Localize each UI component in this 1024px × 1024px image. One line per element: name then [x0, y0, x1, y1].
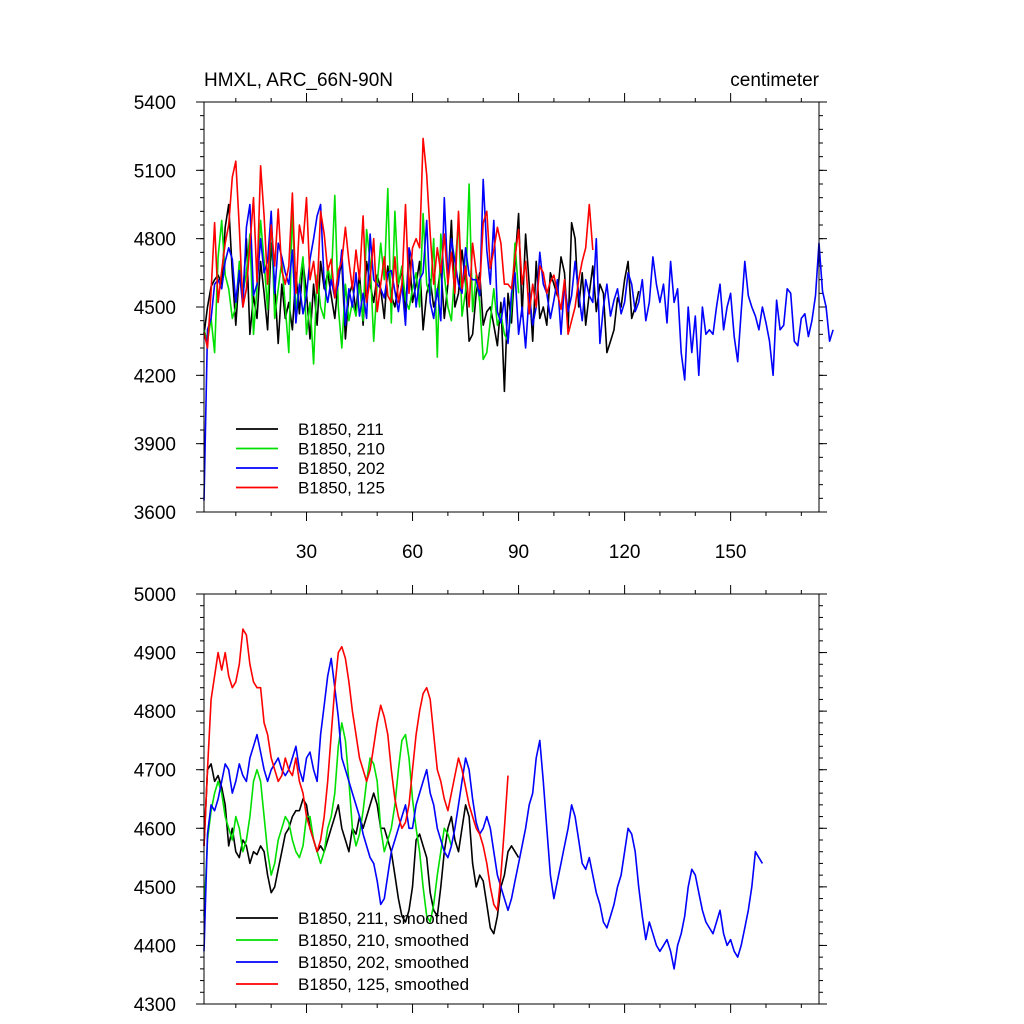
x-tick-label: 120: [609, 542, 641, 563]
y-tick-label: 4700: [134, 761, 176, 782]
legend-label: B1850, 125, smoothed: [298, 975, 469, 994]
top-series-group: [203, 137, 834, 501]
legend-label: B1850, 210: [298, 440, 385, 459]
y-tick-label: 4800: [134, 230, 176, 251]
y-tick-label: 3900: [134, 435, 176, 456]
chart-title: HMXL, ARC_66N-90N: [204, 70, 393, 91]
x-tick-label: 90: [508, 542, 529, 563]
top-plot-frame: [203, 101, 820, 513]
bottom-axis-ticks: 4300 4400 4500 4600 4700 4800 4900 5000: [134, 585, 827, 1016]
series-line-b1850-210-smoothed: [203, 722, 453, 923]
legend-label: B1850, 202, smoothed: [298, 953, 469, 972]
y-tick-label: 5400: [134, 93, 176, 114]
series-line-b1850-125: [203, 137, 594, 349]
legend-label: B1850, 211, smoothed: [298, 909, 468, 928]
y-tick-label: 4200: [134, 366, 176, 387]
y-tick-label: 4500: [134, 878, 176, 899]
y-tick-label: 4500: [134, 298, 176, 319]
series-line-b1850-202-smoothed: [203, 657, 764, 970]
x-tick-label: 150: [715, 542, 747, 563]
legend-label: B1850, 202: [298, 459, 385, 478]
legend-label: B1850, 210, smoothed: [298, 931, 469, 950]
legend-label: B1850, 125: [298, 479, 385, 498]
y-tick-label: 4300: [134, 995, 176, 1016]
top-panel: HMXL, ARC_66N-90N centimeter 3600 3900 420…: [134, 70, 834, 563]
y-tick-label: 5100: [134, 161, 176, 182]
legend-label: B1850, 211: [298, 420, 384, 439]
bottom-panel: 4300 4400 4500 4600 4700 4800 4900 5000 B1850, …: [134, 585, 827, 1016]
y-tick-label: 5000: [134, 585, 176, 606]
y-tick-label: 4400: [134, 936, 176, 957]
bottom-plot-frame: [203, 593, 820, 1005]
x-tick-label: 30: [296, 542, 317, 563]
series-line-b1850-202: [203, 178, 834, 501]
x-tick-label: 60: [402, 542, 423, 563]
y-tick-label: 4900: [134, 644, 176, 665]
bottom-legend: B1850, 211, smoothed B1850, 210, smoothed…: [236, 909, 469, 994]
y-tick-label: 4600: [134, 819, 176, 840]
units-label: centimeter: [730, 70, 819, 91]
y-tick-label: 4800: [134, 702, 176, 723]
bottom-series-group: [203, 628, 764, 970]
top-axis-ticks: 3600 3900 4200 4500 4800 5100 5400 30 60 90 120 150: [134, 93, 827, 563]
y-tick-label: 3600: [134, 503, 176, 524]
series-line-b1850-125-smoothed: [203, 628, 509, 912]
